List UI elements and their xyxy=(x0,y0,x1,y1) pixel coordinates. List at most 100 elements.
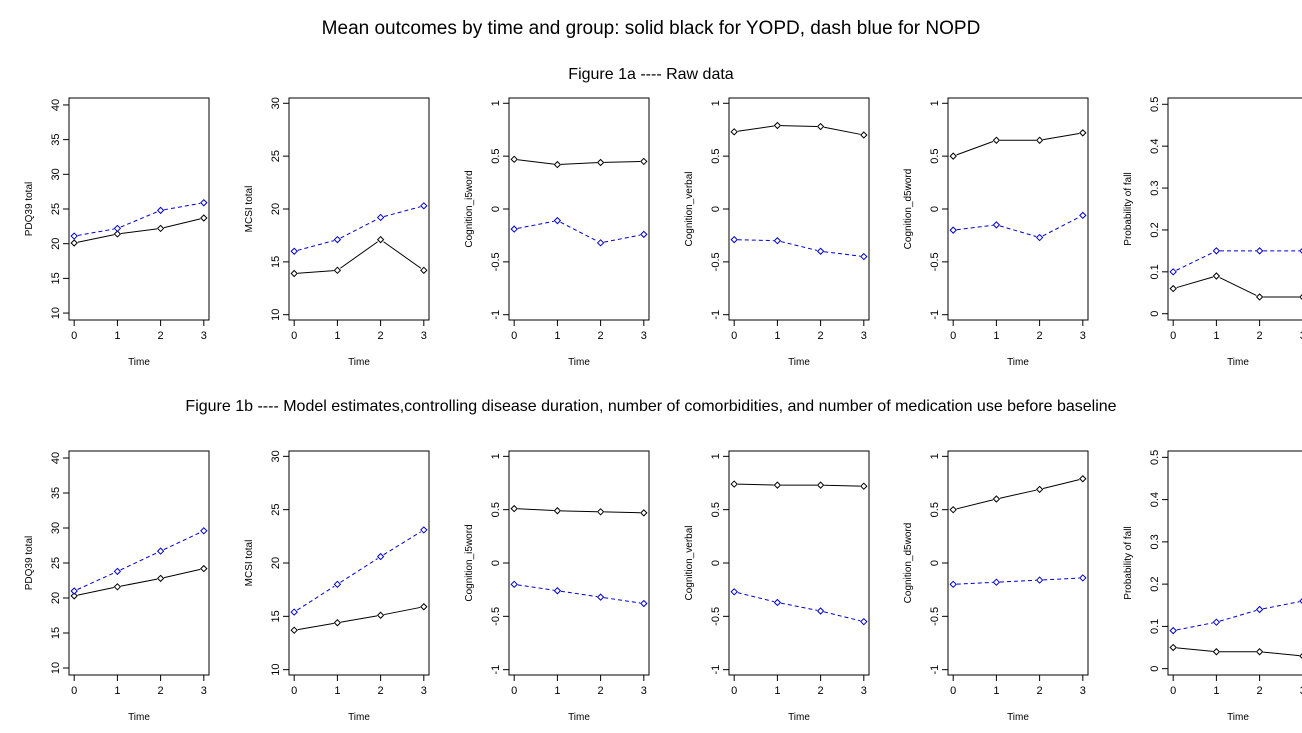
x-tick-label: 0 xyxy=(291,330,297,342)
series-yopd-segment xyxy=(560,510,598,513)
series-yopd-point xyxy=(290,269,298,278)
series-yopd-segment xyxy=(1176,647,1213,652)
x-tick-label: 1 xyxy=(993,330,999,342)
x-tick-label: 1 xyxy=(334,685,340,697)
series-yopd-point xyxy=(1299,294,1302,300)
x-tick-label: 3 xyxy=(641,330,647,342)
x-axis-label: Time xyxy=(128,712,150,723)
series-nopd-segment xyxy=(163,531,201,551)
series-yopd-point xyxy=(949,152,957,160)
x-tick-label: 3 xyxy=(421,685,427,697)
series-yopd-point xyxy=(113,583,122,591)
series-yopd-point xyxy=(860,131,868,139)
y-tick-label: 20 xyxy=(270,557,282,569)
series-yopd-segment xyxy=(956,499,994,510)
x-tick-label: 0 xyxy=(1170,330,1176,342)
series-nopd-segment xyxy=(999,225,1037,238)
series-nopd-point xyxy=(200,527,208,535)
y-tick-label: 25 xyxy=(270,504,282,516)
series-nopd-point xyxy=(860,252,868,261)
series-nopd-point xyxy=(1169,626,1177,635)
series-nopd-point xyxy=(1212,618,1221,626)
y-tick-label: 0.5 xyxy=(929,502,941,517)
panel-6: 0 0.1 0.2 0.3 0.4 0.5 0 1 2 3 Time Probability of f… xyxy=(1123,97,1302,368)
x-tick-label: 1 xyxy=(554,330,560,342)
series-yopd-point xyxy=(290,626,298,634)
y-tick-label: 0.3 xyxy=(1149,534,1161,549)
series-yopd-point xyxy=(1079,475,1087,483)
y-axis-label: PDQ39 total xyxy=(24,182,35,236)
y-tick-label: 20 xyxy=(270,203,282,215)
series-nopd-segment xyxy=(120,211,158,228)
series-nopd-point xyxy=(949,580,957,589)
series-nopd-point xyxy=(1255,605,1264,614)
x-tick-label: 0 xyxy=(731,330,737,342)
x-axis-label: Time xyxy=(1007,357,1029,368)
y-tick-label: -0.5 xyxy=(490,252,502,271)
y-tick-label: 1 xyxy=(710,453,722,459)
series-yopd-point xyxy=(640,509,648,517)
series-nopd-segment xyxy=(77,228,114,236)
series-yopd-segment xyxy=(1263,651,1300,657)
series-nopd-segment xyxy=(737,239,774,242)
series-yopd-segment xyxy=(999,489,1037,499)
series-yopd-point xyxy=(333,619,342,627)
y-tick-label: 0 xyxy=(710,206,722,212)
x-tick-label: 3 xyxy=(201,330,207,342)
series-nopd-point xyxy=(553,216,562,225)
series-yopd-point xyxy=(860,482,868,490)
series-nopd-segment xyxy=(999,579,1037,583)
x-tick-label: 3 xyxy=(1080,685,1086,697)
series-nopd-point xyxy=(70,232,78,240)
x-tick-label: 2 xyxy=(1037,330,1043,342)
series-nopd-point xyxy=(773,598,782,607)
panel-5: -1 -0.5 0 0.5 1 0 1 2 3 Time Cognition_d5word xyxy=(903,97,1089,368)
series-yopd-point xyxy=(773,121,782,130)
x-tick-label: 0 xyxy=(71,330,77,342)
series-nopd-segment xyxy=(780,602,818,611)
series-yopd-segment xyxy=(77,234,114,243)
x-tick-label: 1 xyxy=(334,330,340,342)
series-nopd-point xyxy=(420,526,428,534)
series-yopd-point xyxy=(376,235,385,244)
y-tick-label: 0.4 xyxy=(1149,139,1161,154)
x-tick-label: 2 xyxy=(818,330,824,342)
series-yopd-segment xyxy=(163,218,201,229)
panel-4: -1 -0.5 0 0.5 1 0 1 2 3 Time Cognition_verbal xyxy=(684,97,870,368)
y-tick-label: 30 xyxy=(50,168,62,180)
series-nopd-segment xyxy=(77,572,115,590)
series-nopd-point xyxy=(1035,233,1044,242)
series-yopd-point xyxy=(1212,272,1221,280)
y-tick-label: 1 xyxy=(710,100,722,106)
y-tick-label: 20 xyxy=(50,238,62,250)
y-tick-label: 0 xyxy=(490,206,502,212)
y-tick-label: -1 xyxy=(490,310,502,320)
series-nopd-point xyxy=(290,608,298,616)
x-tick-label: 1 xyxy=(993,685,999,697)
series-yopd-point xyxy=(992,495,1001,503)
series-yopd-point xyxy=(1299,653,1302,659)
series-nopd-point xyxy=(773,237,782,245)
y-tick-label: -1 xyxy=(490,665,502,675)
y-tick-label: 1 xyxy=(490,100,502,106)
series-nopd-segment xyxy=(1219,610,1257,622)
y-tick-label: 0.5 xyxy=(490,148,502,163)
y-tick-label: 1 xyxy=(929,100,941,106)
y-tick-label: 15 xyxy=(50,627,62,639)
plot-frame xyxy=(68,97,210,321)
series-nopd-point xyxy=(730,588,738,596)
series-nopd-point xyxy=(1035,576,1044,584)
x-tick-label: 0 xyxy=(1170,685,1176,697)
figure-1b-title: Figure 1b ---- Model estimates,controlli… xyxy=(185,398,1117,415)
x-axis-label: Time xyxy=(348,712,370,723)
series-nopd-point xyxy=(420,202,428,210)
series-nopd-point xyxy=(816,607,825,615)
y-tick-label: 15 xyxy=(50,272,62,284)
y-axis-label: MCSI total xyxy=(244,540,255,587)
series-nopd-point xyxy=(1079,574,1087,582)
y-tick-label: -0.5 xyxy=(710,252,722,271)
y-tick-label: 25 xyxy=(50,203,62,215)
series-nopd-point xyxy=(1299,598,1302,604)
series-nopd-segment xyxy=(956,224,993,231)
y-axis-label: Cognition_d5word xyxy=(903,523,914,604)
